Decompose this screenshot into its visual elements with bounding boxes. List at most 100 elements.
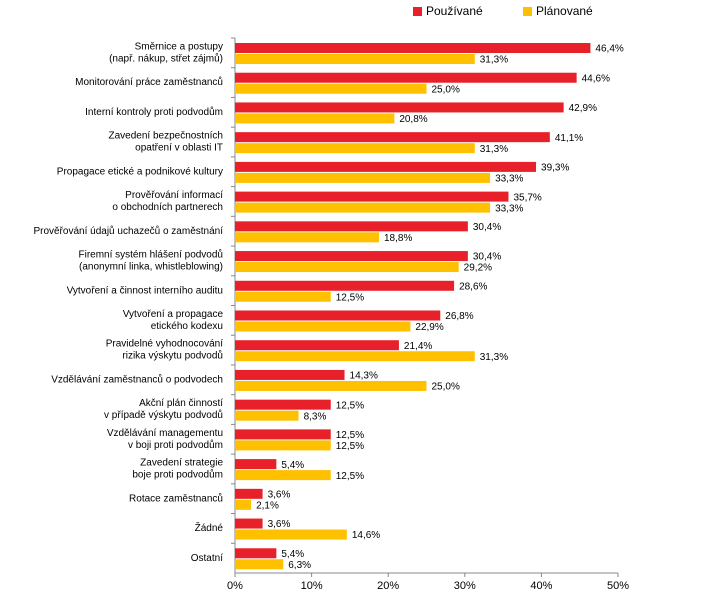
value-label: 30,4% <box>473 222 501 233</box>
y-tick-label: (např. nákup, střet zájmů) <box>109 53 223 65</box>
bar <box>235 132 550 143</box>
y-tick-label: v boji proti podvodům <box>128 439 223 451</box>
bar <box>235 470 331 481</box>
y-tick-label: Zavedení strategie <box>140 458 223 469</box>
bar <box>235 399 331 410</box>
value-label: 33,3% <box>495 174 523 185</box>
y-tick-label: Propagace etické a podnikové kultury <box>57 166 223 177</box>
value-label: 35,7% <box>513 192 541 203</box>
bar <box>235 102 564 113</box>
bar <box>235 221 468 232</box>
legend-label: Plánované <box>536 4 593 18</box>
value-label: 18,8% <box>384 233 412 244</box>
legend-label: Používané <box>426 4 483 18</box>
x-tick-label: 50% <box>607 580 629 592</box>
bar <box>235 340 399 351</box>
value-label: 21,4% <box>404 341 432 352</box>
value-label: 8,3% <box>304 411 327 422</box>
value-label: 5,4% <box>281 460 304 471</box>
value-label: 46,4% <box>595 44 623 55</box>
x-tick-label: 10% <box>301 580 323 592</box>
bar <box>235 251 468 262</box>
value-label: 5,4% <box>281 549 304 560</box>
value-label: 3,6% <box>268 489 291 500</box>
y-tick-label: Žádné <box>195 521 224 534</box>
y-tick-label: Akční plán činností <box>139 398 223 409</box>
value-label: 25,0% <box>432 382 460 393</box>
value-label: 44,6% <box>582 73 610 84</box>
y-tick-label: Vytvoření a propagace <box>123 309 224 320</box>
y-tick-label: (anonymní linka, whistleblowing) <box>79 262 223 273</box>
x-tick-label: 20% <box>377 580 399 592</box>
bar <box>235 440 331 451</box>
bar <box>235 499 252 510</box>
value-label: 12,5% <box>336 292 364 303</box>
x-tick-label: 0% <box>227 580 243 592</box>
bar <box>235 380 427 391</box>
value-label: 20,8% <box>399 114 427 125</box>
bar <box>235 172 491 183</box>
bar <box>235 291 331 302</box>
y-tick-label: etického kodexu <box>151 321 223 332</box>
y-tick-label: Rotace zaměstnanců <box>129 492 223 504</box>
value-label: 31,3% <box>480 352 508 363</box>
value-label: 31,3% <box>480 144 508 155</box>
value-label: 12,5% <box>336 430 364 441</box>
bar <box>235 72 577 83</box>
bar <box>235 459 277 470</box>
bar <box>235 559 284 570</box>
value-label: 29,2% <box>464 263 492 274</box>
value-label: 26,8% <box>445 311 473 322</box>
value-label: 30,4% <box>473 252 501 263</box>
value-label: 14,6% <box>352 530 380 541</box>
y-tick-label: Prověřování informací <box>125 190 223 201</box>
value-label: 2,1% <box>256 500 279 511</box>
y-tick-label: opatření v oblasti IT <box>135 143 223 154</box>
y-tick-label: Vytvoření a činnost interního auditu <box>67 285 223 296</box>
bar <box>235 232 380 243</box>
legend-swatch <box>413 7 422 16</box>
value-label: 12,5% <box>336 471 364 482</box>
bar <box>235 262 459 273</box>
bar <box>235 143 475 154</box>
bar <box>235 518 263 529</box>
y-tick-label: rizika výskytu podvodů <box>122 350 223 362</box>
value-label: 42,9% <box>569 103 597 114</box>
bar <box>235 280 455 291</box>
bar <box>235 548 277 559</box>
bar <box>235 351 475 362</box>
y-tick-label: v případě výskytu podvodů <box>104 409 223 421</box>
y-tick-label: boje proti podvodům <box>132 469 223 481</box>
value-label: 3,6% <box>268 519 291 530</box>
x-tick-label: 30% <box>454 580 476 592</box>
y-tick-label: Interní kontroly proti podvodům <box>85 106 223 118</box>
bar <box>235 369 345 380</box>
value-label: 31,3% <box>480 55 508 66</box>
bar <box>235 54 475 64</box>
value-label: 6,3% <box>288 560 311 571</box>
bar <box>235 161 537 172</box>
y-tick-label: Ostatní <box>191 553 223 564</box>
value-label: 12,5% <box>336 400 364 411</box>
bar <box>235 488 263 499</box>
value-label: 22,9% <box>415 322 443 333</box>
bar <box>235 83 427 94</box>
y-tick-label: o obchodních partnerech <box>112 202 223 213</box>
y-tick-label: Vzdělávání managementu <box>107 428 223 439</box>
y-tick-label: Směrnice a postupy <box>135 42 223 53</box>
bar <box>235 410 299 421</box>
y-tick-label: Monitorování práce zaměstnanců <box>75 76 223 88</box>
bar <box>235 202 491 213</box>
value-label: 14,3% <box>350 371 378 382</box>
value-label: 39,3% <box>541 163 569 174</box>
x-tick-label: 40% <box>530 580 552 592</box>
y-tick-label: Firemní systém hlášení podvodů <box>78 249 223 261</box>
bar <box>235 310 441 321</box>
y-tick-label: Prověřování údajů uchazečů o zaměstnání <box>33 225 223 237</box>
legend-swatch <box>523 7 532 16</box>
y-tick-label: Vzdělávání zaměstnanců o podvodech <box>51 373 223 385</box>
y-tick-label: Pravidelné vyhodnocování <box>106 339 224 350</box>
bar <box>235 43 591 53</box>
bar <box>235 321 411 332</box>
